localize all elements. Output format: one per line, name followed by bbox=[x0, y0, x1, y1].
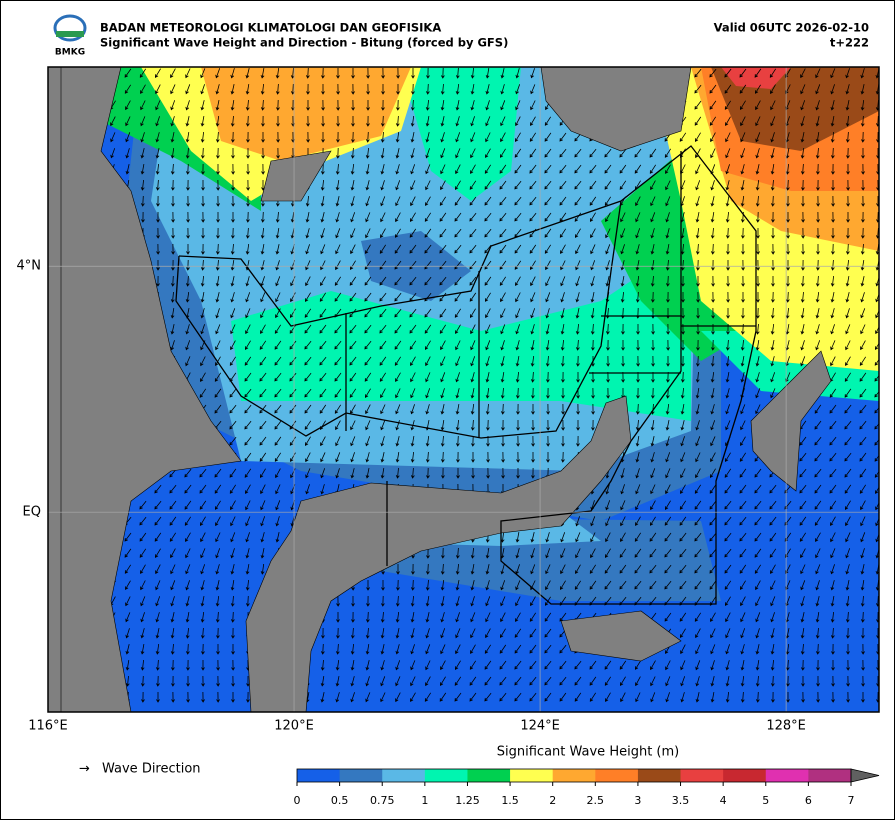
colorbar-frame bbox=[296, 768, 852, 783]
legend-label: Wave Direction bbox=[102, 762, 201, 777]
colorbar-segment bbox=[808, 769, 852, 782]
forecast-step: t+222 bbox=[830, 36, 869, 50]
map bbox=[48, 67, 879, 712]
x-tick-label: 124°E bbox=[520, 719, 560, 734]
colorbar-segment bbox=[765, 769, 809, 782]
colorbar-tick-label: 1.25 bbox=[455, 794, 480, 807]
x-tick-label: 116°E bbox=[28, 719, 68, 734]
colorbar-segment bbox=[637, 769, 682, 782]
colorbar-title: Significant Wave Height (m) bbox=[497, 745, 679, 760]
colorbar-tick-label: 2.5 bbox=[587, 794, 605, 807]
colorbar-tick-label: 7 bbox=[848, 794, 855, 807]
colorbar-segment bbox=[382, 769, 426, 782]
colorbar-tick-label: 0.5 bbox=[331, 794, 349, 807]
colorbar-segment bbox=[510, 769, 554, 782]
colorbar-segment bbox=[723, 769, 767, 782]
colorbar-segment bbox=[297, 769, 341, 782]
colorbar-tick-label: 0 bbox=[294, 794, 301, 807]
title: Significant Wave Height and Direction - … bbox=[100, 36, 508, 50]
y-tick-label: 4°N bbox=[17, 259, 42, 274]
colorbar-extend bbox=[850, 768, 880, 783]
colorbar-tick-label: 3 bbox=[634, 794, 641, 807]
x-tick-label: 128°E bbox=[766, 719, 806, 734]
agency: BADAN METEOROLOGI KLIMATOLOGI DAN GEOFIS… bbox=[100, 21, 441, 35]
colorbar-tick-label: 1 bbox=[421, 794, 428, 807]
colorbar-tick-label: 6 bbox=[805, 794, 812, 807]
colorbar-tick-label: 5 bbox=[762, 794, 769, 807]
valid-time: Valid 06UTC 2026-02-10 bbox=[714, 21, 869, 35]
colorbar-tick-label: 1.5 bbox=[501, 794, 519, 807]
logo: BMKG bbox=[53, 14, 87, 58]
colorbar-segment bbox=[424, 769, 468, 782]
colorbar-tick-label: 3.5 bbox=[672, 794, 690, 807]
x-tick-label: 120°E bbox=[274, 719, 314, 734]
colorbar-segment bbox=[552, 769, 596, 782]
colorbar-segment bbox=[339, 769, 383, 782]
colorbar-segment bbox=[595, 769, 639, 782]
colorbar-tick-label: 2 bbox=[549, 794, 556, 807]
legend-arrow: → bbox=[79, 762, 90, 777]
colorbar-tick-label: 4 bbox=[720, 794, 727, 807]
y-tick-label: EQ bbox=[23, 505, 41, 520]
logo-text: BMKG bbox=[55, 48, 85, 58]
colorbar-segment bbox=[467, 769, 511, 782]
colorbar-tick-label: 0.75 bbox=[370, 794, 395, 807]
colorbar-segment bbox=[680, 769, 724, 782]
